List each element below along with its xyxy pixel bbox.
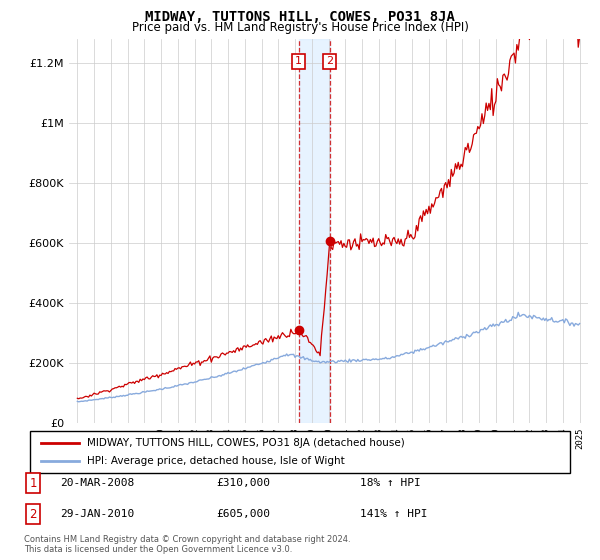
Text: HPI: Average price, detached house, Isle of Wight: HPI: Average price, detached house, Isle… (86, 456, 344, 466)
Bar (299, 39, 330, 423)
Text: 2: 2 (326, 57, 334, 67)
Text: 2: 2 (29, 507, 37, 521)
Text: This data is licensed under the Open Government Licence v3.0.: This data is licensed under the Open Gov… (24, 545, 292, 554)
Text: MIDWAY, TUTTONS HILL, COWES, PO31 8JA (detached house): MIDWAY, TUTTONS HILL, COWES, PO31 8JA (d… (86, 438, 404, 448)
Text: Contains HM Land Registry data © Crown copyright and database right 2024.: Contains HM Land Registry data © Crown c… (24, 535, 350, 544)
Text: 20-MAR-2008: 20-MAR-2008 (60, 478, 134, 488)
Text: MIDWAY, TUTTONS HILL, COWES, PO31 8JA: MIDWAY, TUTTONS HILL, COWES, PO31 8JA (145, 10, 455, 24)
Text: 29-JAN-2010: 29-JAN-2010 (60, 509, 134, 519)
Text: 141% ↑ HPI: 141% ↑ HPI (360, 509, 427, 519)
FancyBboxPatch shape (30, 431, 570, 473)
Text: £310,000: £310,000 (216, 478, 270, 488)
Text: 18% ↑ HPI: 18% ↑ HPI (360, 478, 421, 488)
Text: Price paid vs. HM Land Registry's House Price Index (HPI): Price paid vs. HM Land Registry's House … (131, 21, 469, 34)
Text: £605,000: £605,000 (216, 509, 270, 519)
Text: 1: 1 (29, 477, 37, 490)
Text: 1: 1 (295, 57, 302, 67)
